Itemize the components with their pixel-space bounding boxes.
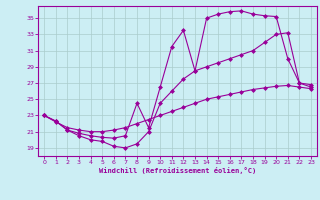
X-axis label: Windchill (Refroidissement éolien,°C): Windchill (Refroidissement éolien,°C) [99, 167, 256, 174]
